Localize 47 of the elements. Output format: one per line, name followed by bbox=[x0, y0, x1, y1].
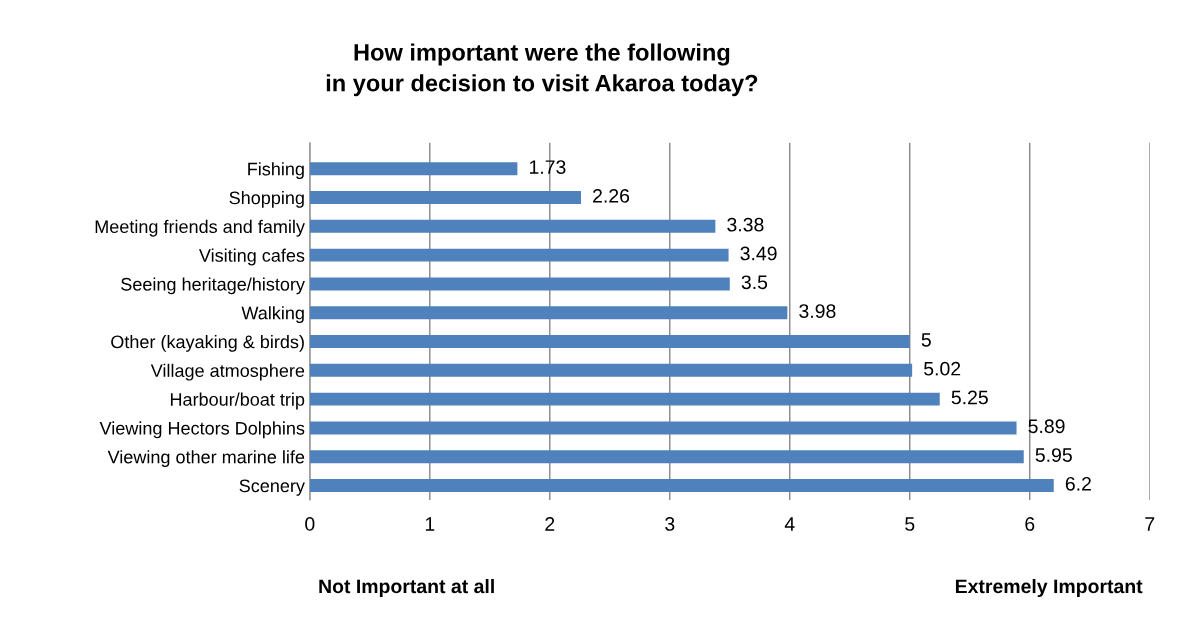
data-label: 5.89 bbox=[1028, 419, 1065, 434]
y-tick-label: Walking bbox=[241, 306, 304, 324]
data-label: 5.95 bbox=[1035, 448, 1072, 462]
bar bbox=[309, 306, 788, 320]
y-tick-label: Harbour/boat trip bbox=[170, 392, 305, 410]
y-tick-label: Fishing bbox=[248, 162, 304, 180]
x-tick-label: 0 bbox=[305, 517, 315, 531]
bar bbox=[309, 219, 716, 233]
data-label: 3.38 bbox=[727, 217, 764, 232]
bar bbox=[309, 191, 581, 205]
data-label: 2.26 bbox=[593, 188, 630, 203]
x-tick-label: 4 bbox=[784, 517, 795, 531]
chart-title: How important were the following in your decision to visit Akaroa today? bbox=[326, 43, 758, 97]
data-label: 3.49 bbox=[740, 246, 777, 261]
bar bbox=[309, 421, 1017, 435]
data-label: 3.5 bbox=[741, 275, 768, 290]
y-tick-label: Viewing other marine life bbox=[107, 450, 305, 467]
x-tick-label: 5 bbox=[905, 517, 915, 531]
x-tick-label: 6 bbox=[1025, 517, 1035, 531]
data-label: 5 bbox=[921, 333, 931, 347]
data-label: 6.2 bbox=[1065, 476, 1091, 491]
x-tick-label: 7 bbox=[1145, 517, 1155, 531]
y-tick-label: Viewing Hectors Dolphins bbox=[99, 421, 305, 439]
bar bbox=[309, 392, 940, 406]
data-label: 3.98 bbox=[799, 304, 836, 318]
bar bbox=[309, 479, 1054, 492]
x-tick-label: 3 bbox=[665, 517, 675, 531]
y-tick-label: Meeting friends and family bbox=[95, 219, 305, 237]
bar bbox=[309, 248, 729, 262]
y-tick-label: Scenery bbox=[239, 479, 305, 496]
y-tick-label: Shopping bbox=[229, 191, 304, 208]
y-tick-label: Visiting cafes bbox=[198, 248, 305, 266]
text: Not Important at all bbox=[319, 578, 494, 598]
bar bbox=[309, 162, 518, 176]
y-tick-label: Other (kayaking & birds) bbox=[111, 334, 304, 352]
bar bbox=[309, 277, 730, 291]
bar bbox=[309, 363, 913, 377]
x-tick-label: 1 bbox=[425, 517, 435, 531]
bar bbox=[309, 450, 1024, 464]
text: Extremely Important bbox=[955, 578, 1143, 598]
y-tick-label: Seeing heritage/history bbox=[121, 277, 305, 295]
data-label: 1.73 bbox=[529, 160, 566, 174]
x-tick-label: 2 bbox=[545, 517, 555, 531]
data-label: 5.02 bbox=[924, 361, 961, 376]
y-tick-label: Village atmosphere bbox=[150, 363, 305, 381]
bar bbox=[309, 335, 910, 348]
data-label: 5.25 bbox=[951, 390, 988, 405]
